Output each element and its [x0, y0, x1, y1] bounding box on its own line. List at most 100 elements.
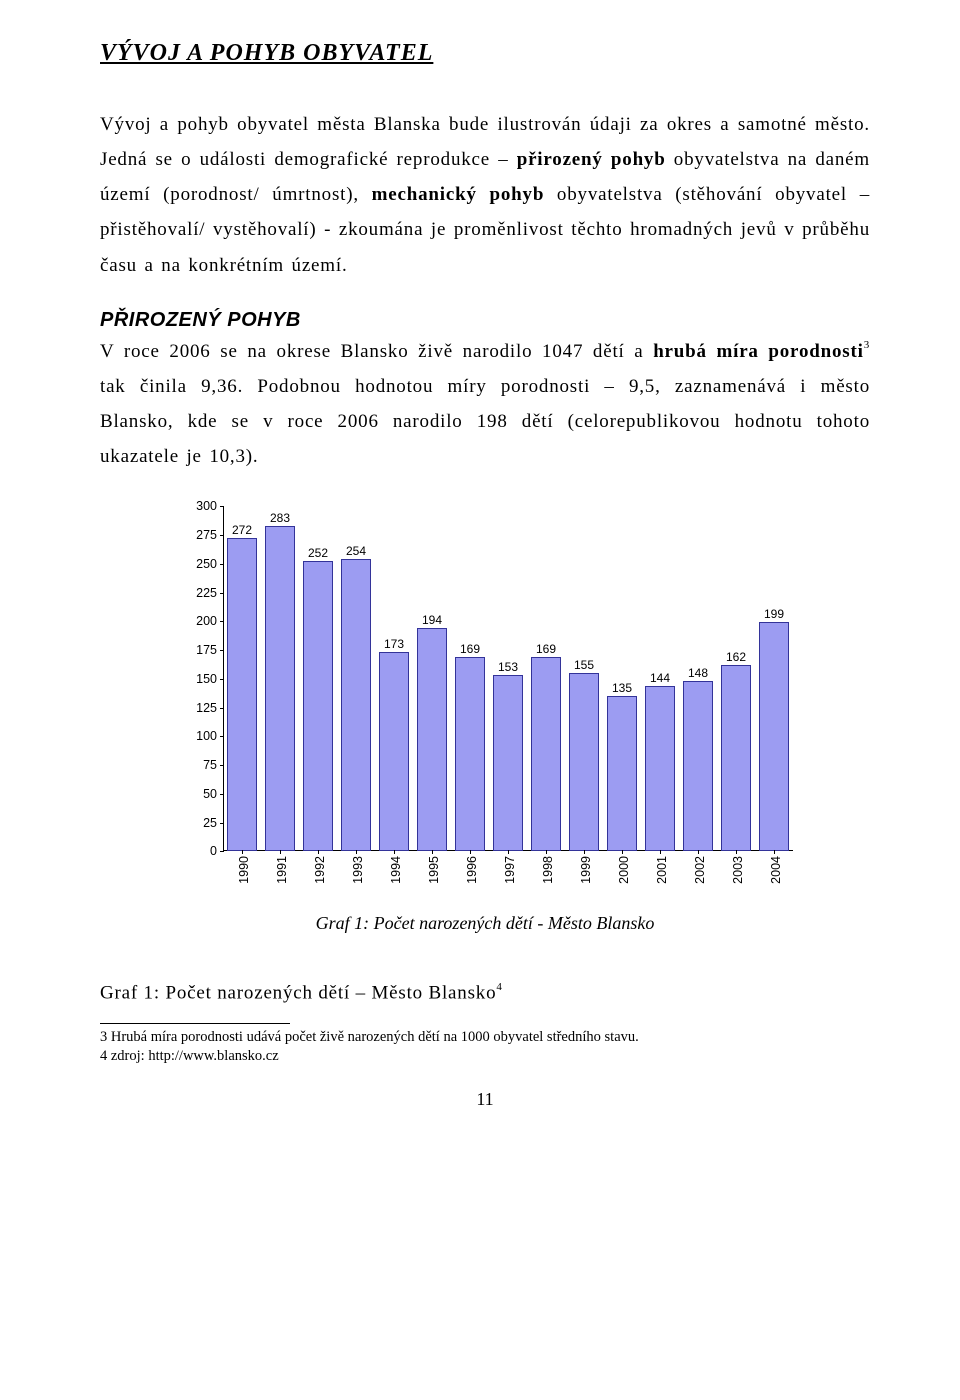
- bar-value-label: 148: [688, 666, 708, 680]
- bar-value-label: 283: [270, 511, 290, 525]
- chart-bar: [531, 657, 561, 851]
- bar-value-label: 272: [232, 523, 252, 537]
- footnote-ref-4: 4: [496, 981, 502, 993]
- p1-b2: mechanický pohyb: [372, 184, 545, 205]
- y-tick-mark: [220, 564, 224, 565]
- y-tick-label: 150: [167, 672, 217, 686]
- y-tick-label: 250: [167, 557, 217, 571]
- bar-value-label: 135: [612, 681, 632, 695]
- chart-bar: [417, 628, 447, 851]
- footnote-3: 3 Hrubá míra porodnosti udává počet živě…: [100, 1028, 870, 1048]
- bar-value-label: 169: [460, 642, 480, 656]
- x-tick-mark: [584, 850, 585, 854]
- x-tick-label: 1995: [427, 856, 441, 884]
- chart-caption: Graf 1: Počet narozených dětí - Město Bl…: [100, 913, 870, 934]
- y-tick-mark: [220, 650, 224, 651]
- y-tick-mark: [220, 765, 224, 766]
- bar-value-label: 194: [422, 613, 442, 627]
- figure-reference: Graf 1: Počet narozených dětí – Město Bl…: [100, 982, 870, 1004]
- x-tick-label: 2000: [617, 856, 631, 884]
- x-tick-label: 1996: [465, 856, 479, 884]
- y-tick-label: 125: [167, 701, 217, 715]
- x-tick-label: 1992: [313, 856, 327, 884]
- bar-value-label: 169: [536, 642, 556, 656]
- bar-value-label: 173: [384, 637, 404, 651]
- chart-bar: [341, 559, 371, 851]
- x-tick-mark: [318, 850, 319, 854]
- x-tick-mark: [736, 850, 737, 854]
- x-tick-label: 1997: [503, 856, 517, 884]
- y-tick-mark: [220, 621, 224, 622]
- chart-bar: [607, 696, 637, 851]
- x-tick-label: 1999: [579, 856, 593, 884]
- chart-bar: [493, 675, 523, 851]
- y-tick-label: 75: [167, 758, 217, 772]
- page-title: VÝVOJ A POHYB OBYVATEL: [100, 40, 870, 67]
- bar-value-label: 252: [308, 546, 328, 560]
- bar-value-label: 153: [498, 660, 518, 674]
- x-tick-label: 1993: [351, 856, 365, 884]
- bar-value-label: 144: [650, 671, 670, 685]
- bar-value-label: 199: [764, 607, 784, 621]
- bar-value-label: 155: [574, 658, 594, 672]
- x-tick-mark: [356, 850, 357, 854]
- y-tick-mark: [220, 708, 224, 709]
- y-tick-label: 50: [167, 787, 217, 801]
- births-bar-chart: 0255075100125150175200225250275300272199…: [165, 498, 805, 903]
- x-tick-mark: [508, 850, 509, 854]
- y-tick-mark: [220, 736, 224, 737]
- paragraph-2: V roce 2006 se na okrese Blansko živě na…: [100, 334, 870, 475]
- y-tick-mark: [220, 506, 224, 507]
- y-tick-label: 175: [167, 643, 217, 657]
- y-tick-mark: [220, 535, 224, 536]
- x-tick-label: 1998: [541, 856, 555, 884]
- x-tick-label: 2002: [693, 856, 707, 884]
- x-tick-mark: [280, 850, 281, 854]
- y-tick-mark: [220, 851, 224, 852]
- x-tick-label: 1991: [275, 856, 289, 884]
- chart-bar: [265, 526, 295, 851]
- x-tick-mark: [774, 850, 775, 854]
- x-tick-mark: [660, 850, 661, 854]
- x-tick-mark: [622, 850, 623, 854]
- footnote-ref-3: 3: [864, 339, 870, 351]
- x-tick-label: 2004: [769, 856, 783, 884]
- y-tick-mark: [220, 679, 224, 680]
- x-tick-mark: [546, 850, 547, 854]
- y-tick-label: 275: [167, 528, 217, 542]
- p2-t2: tak činila 9,36. Podobnou hodnotou míry …: [100, 376, 870, 467]
- x-tick-mark: [394, 850, 395, 854]
- x-tick-label: 1994: [389, 856, 403, 884]
- y-tick-mark: [220, 794, 224, 795]
- chart-bar: [569, 673, 599, 851]
- page-number: 11: [100, 1089, 870, 1110]
- y-tick-label: 300: [167, 499, 217, 513]
- chart-bar: [683, 681, 713, 851]
- x-tick-label: 2003: [731, 856, 745, 884]
- figure-ref-text: Graf 1: Počet narozených dětí – Město Bl…: [100, 983, 496, 1004]
- x-tick-mark: [470, 850, 471, 854]
- p2-b1: hrubá míra porodnosti: [653, 341, 864, 362]
- y-tick-mark: [220, 823, 224, 824]
- y-tick-mark: [220, 593, 224, 594]
- x-tick-mark: [242, 850, 243, 854]
- y-tick-label: 100: [167, 729, 217, 743]
- y-tick-label: 225: [167, 586, 217, 600]
- y-tick-label: 200: [167, 614, 217, 628]
- bar-value-label: 162: [726, 650, 746, 664]
- x-tick-mark: [432, 850, 433, 854]
- y-tick-label: 0: [167, 844, 217, 858]
- p1-b1: přirozený pohyb: [517, 149, 666, 170]
- chart-bar: [227, 538, 257, 851]
- x-tick-mark: [698, 850, 699, 854]
- paragraph-1: Vývoj a pohyb obyvatel města Blanska bud…: [100, 107, 870, 283]
- footnote-rule: [100, 1023, 290, 1024]
- p2-t1: V roce 2006 se na okrese Blansko živě na…: [100, 341, 653, 362]
- chart-bar: [759, 622, 789, 851]
- chart-bar: [303, 561, 333, 851]
- chart-bar: [645, 686, 675, 852]
- x-tick-label: 2001: [655, 856, 669, 884]
- chart-bar: [721, 665, 751, 851]
- footnote-4: 4 zdroj: http://www.blansko.cz: [100, 1047, 870, 1067]
- chart-bar: [379, 652, 409, 851]
